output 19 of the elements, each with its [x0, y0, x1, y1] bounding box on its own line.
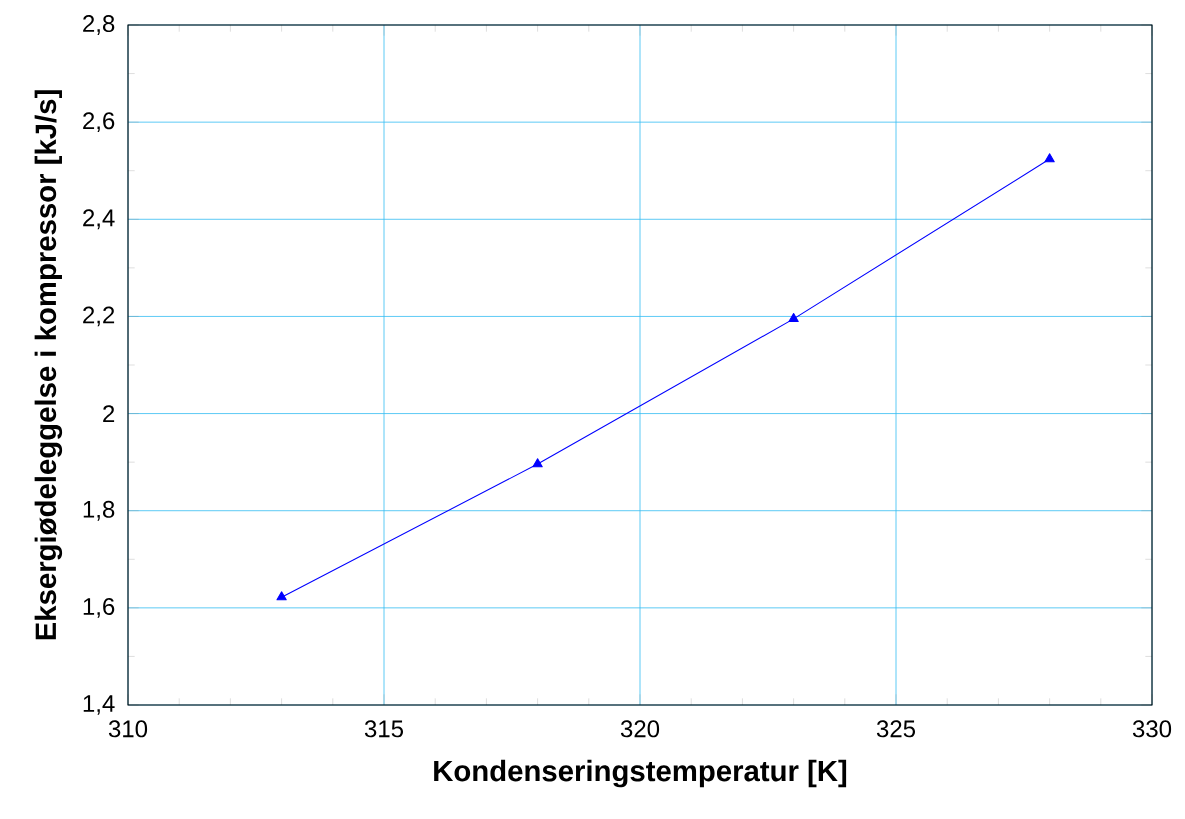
x-tick-label: 325	[876, 720, 916, 738]
point	[1044, 153, 1055, 163]
y-tick-label: 1,8	[83, 500, 115, 521]
y-tick-label: 2,2	[83, 306, 115, 327]
point	[788, 312, 799, 323]
x-axis-title: Kondenseringstemperatur [K]	[434, 759, 847, 788]
x-tick-label: 310	[108, 720, 148, 738]
y-tick-label: 1,4	[83, 695, 115, 715]
x-tick-label: 315	[364, 720, 404, 738]
y-axis-title: Eksergiødeleggelse i kompressor [kJ/s]	[34, 90, 63, 640]
point	[532, 458, 543, 468]
y-tick-label: 1,6	[83, 597, 115, 618]
x-tick-label: 330	[1132, 720, 1172, 738]
x-tick-label: 320	[620, 720, 660, 738]
y-tick-label: 2,4	[83, 209, 115, 230]
point	[276, 591, 287, 601]
y-tick-label: 2	[103, 405, 115, 422]
y-tick-label: 2,8	[83, 15, 115, 35]
y-tick-label: 2,6	[83, 112, 115, 133]
